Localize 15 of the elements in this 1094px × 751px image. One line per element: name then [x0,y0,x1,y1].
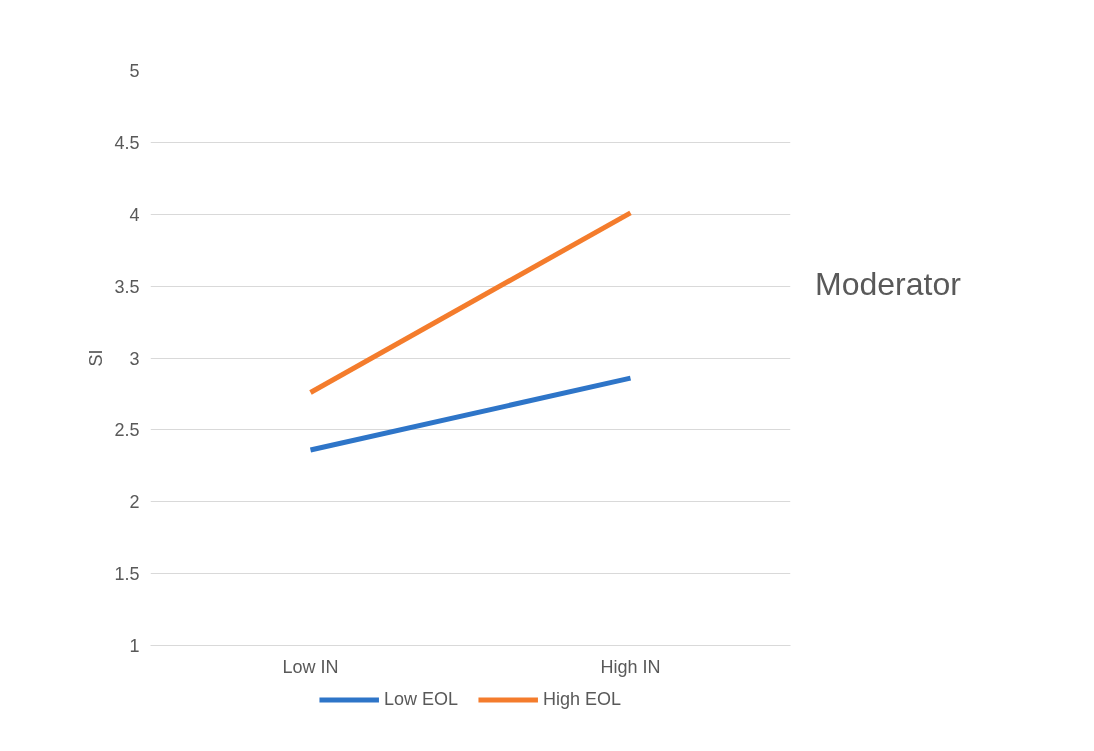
y-tick-label: 3 [129,348,140,369]
x-tick-label: High IN [600,656,661,677]
text: Moderator [815,265,961,304]
y-tick-label: 2 [129,492,140,513]
y-axis-title: SI [86,349,107,367]
y-tick-label: 1.5 [114,564,140,585]
y-tick-label: 4 [129,204,140,225]
y-tick-label: 5 [129,61,140,81]
y-tick-label: 2.5 [114,420,140,441]
y-tick-label: 3.5 [114,276,140,297]
legend-label: High EOL [543,688,622,710]
y-tick-label: 1 [129,636,140,656]
x-tick-label: Low IN [282,656,339,677]
y-tick-label: 4.5 [114,132,140,153]
legend-label: Low EOL [383,688,458,710]
